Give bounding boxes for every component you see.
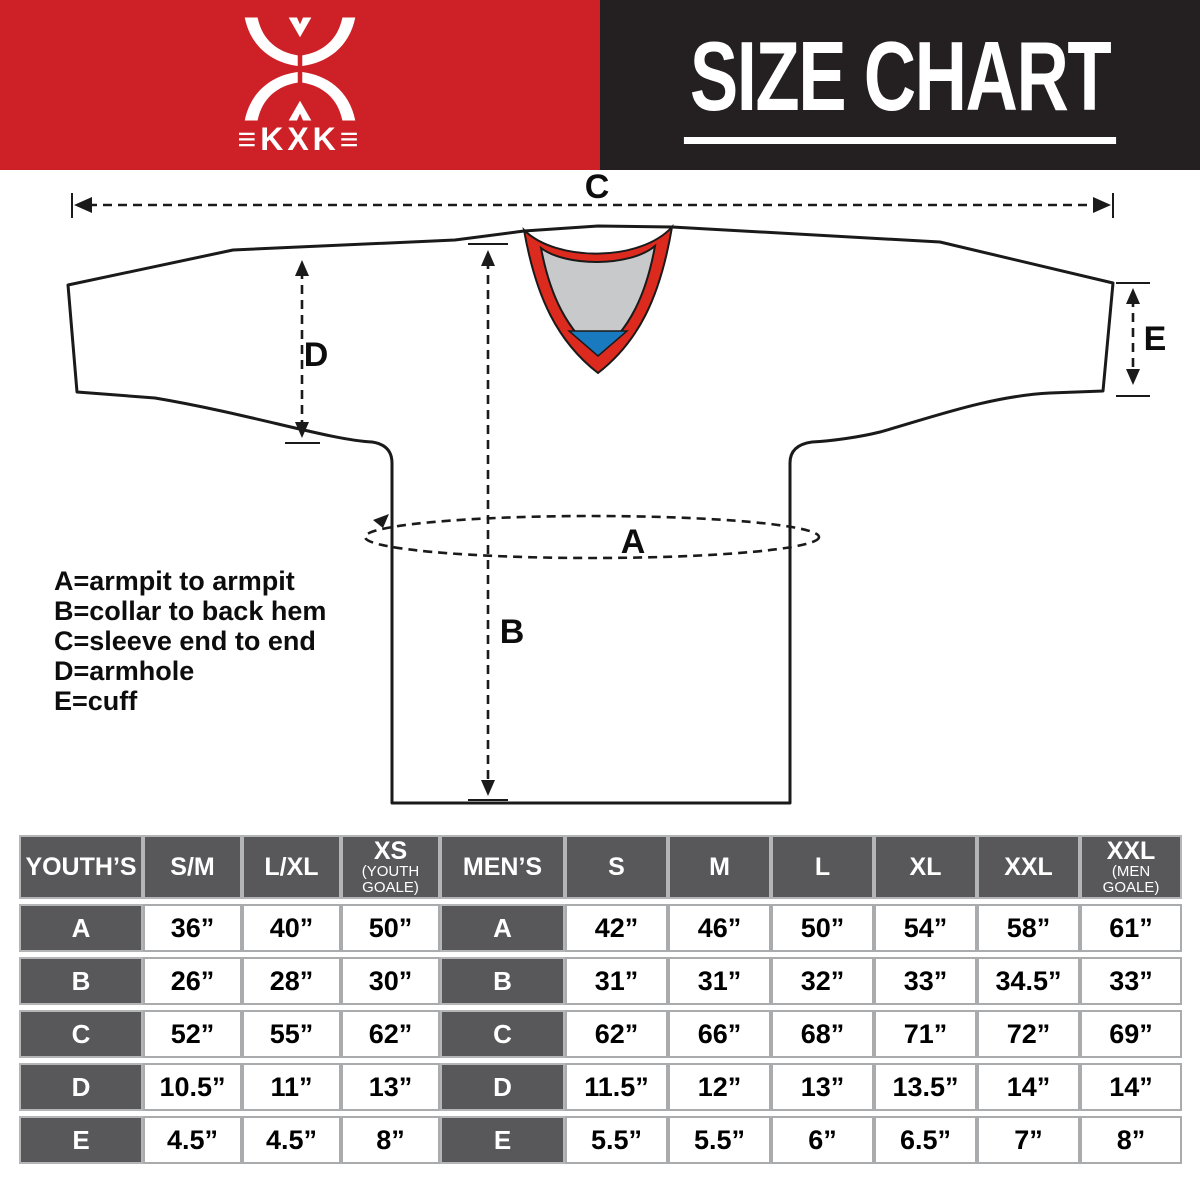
row-label: B xyxy=(19,957,143,1005)
size-value: 31” xyxy=(565,957,668,1005)
size-value: 33” xyxy=(1080,957,1182,1005)
size-value: 50” xyxy=(341,904,440,952)
row-label: A xyxy=(440,904,565,952)
size-value: 5.5” xyxy=(565,1116,668,1164)
measurement-legend: A=armpit to armpit B=collar to back hem … xyxy=(54,566,326,716)
size-value: 7” xyxy=(977,1116,1080,1164)
size-value: 42” xyxy=(565,904,668,952)
legend-line-a: A=armpit to armpit xyxy=(54,566,295,596)
size-value: 46” xyxy=(668,904,771,952)
size-value: 30” xyxy=(341,957,440,1005)
size-note: (YOUTH GOALE) xyxy=(361,862,420,896)
size-value: 62” xyxy=(565,1010,668,1058)
dim-label-b: B xyxy=(500,613,525,651)
size-value: 6.5” xyxy=(874,1116,977,1164)
row-label: D xyxy=(19,1063,143,1111)
youth-col-header: L/XL xyxy=(242,835,341,899)
size-value: 71” xyxy=(874,1010,977,1058)
size-value: 26” xyxy=(143,957,242,1005)
row-label: B xyxy=(440,957,565,1005)
page-title: SIZE CHART xyxy=(683,27,1117,144)
row-label: C xyxy=(19,1010,143,1058)
table-row: C 52” 55” 62” C 62” 66” 68” 71” 72” 69” xyxy=(19,1010,1182,1058)
row-label: E xyxy=(440,1116,565,1164)
size-value: 5.5” xyxy=(668,1116,771,1164)
kxk-logo-icon xyxy=(244,17,356,121)
size-value: 13” xyxy=(341,1063,440,1111)
size-value: 69” xyxy=(1080,1010,1182,1058)
size-value: 8” xyxy=(1080,1116,1182,1164)
row-label: E xyxy=(19,1116,143,1164)
size-value: 32” xyxy=(771,957,874,1005)
size-value: 4.5” xyxy=(143,1116,242,1164)
row-label: C xyxy=(440,1010,565,1058)
table-row: E 4.5” 4.5” 8” E 5.5” 5.5” 6” 6.5” 7” 8” xyxy=(19,1116,1182,1164)
legend-line-b: B=collar to back hem xyxy=(54,596,327,626)
collar-inner xyxy=(539,243,657,357)
men-group-header: MEN’S xyxy=(440,835,565,899)
size-value: 72” xyxy=(977,1010,1080,1058)
collar-insert xyxy=(566,330,630,357)
size-value: 8” xyxy=(341,1116,440,1164)
row-label: D xyxy=(440,1063,565,1111)
size-value: 58” xyxy=(977,904,1080,952)
size-table: YOUTH’S S/M L/XL XS (YOUTH GOALE) MEN’S … xyxy=(19,830,1182,1169)
size-note: (MEN GOALE) xyxy=(1102,862,1160,896)
size-value: 55” xyxy=(242,1010,341,1058)
table-row: D 10.5” 11” 13” D 11.5” 12” 13” 13.5” 14… xyxy=(19,1063,1182,1111)
size-value: 68” xyxy=(771,1010,874,1058)
size-value: 4.5” xyxy=(242,1116,341,1164)
men-col-header: XL xyxy=(874,835,977,899)
men-col-header: XXL (MEN GOALE) xyxy=(1080,835,1182,899)
table-row: A 36” 40” 50” A 42” 46” 50” 54” 58” 61” xyxy=(19,904,1182,952)
size-value: 13.5” xyxy=(874,1063,977,1111)
youth-col-header: XS (YOUTH GOALE) xyxy=(341,835,440,899)
table-row: B 26” 28” 30” B 31” 31” 32” 33” 34.5” 33… xyxy=(19,957,1182,1005)
men-col-header: XXL xyxy=(977,835,1080,899)
dim-label-a: A xyxy=(621,523,646,561)
size-value: 11.5” xyxy=(565,1063,668,1111)
legend-line-c: C=sleeve end to end xyxy=(54,626,316,656)
size-value: 66” xyxy=(668,1010,771,1058)
youth-col-header: S/M xyxy=(143,835,242,899)
size-value: 14” xyxy=(977,1063,1080,1111)
size-value: 6” xyxy=(771,1116,874,1164)
size-value: 11” xyxy=(242,1063,341,1111)
legend-line-d: D=armhole xyxy=(54,656,195,686)
kxk-logo-text: ≡KXK≡ xyxy=(237,121,363,157)
size-value: 54” xyxy=(874,904,977,952)
men-col-header: M xyxy=(668,835,771,899)
dim-label-d: D xyxy=(304,336,329,374)
size-value: 34.5” xyxy=(977,957,1080,1005)
size-value: 36” xyxy=(143,904,242,952)
size-value: 50” xyxy=(771,904,874,952)
men-col-header: L xyxy=(771,835,874,899)
size-value: 28” xyxy=(242,957,341,1005)
row-label: A xyxy=(19,904,143,952)
size-value: 14” xyxy=(1080,1063,1182,1111)
size-value: 52” xyxy=(143,1010,242,1058)
jersey-outline xyxy=(66,224,1115,805)
title-banner: SIZE CHART xyxy=(600,0,1200,170)
table-header-row: YOUTH’S S/M L/XL XS (YOUTH GOALE) MEN’S … xyxy=(19,835,1182,899)
size-value: 10.5” xyxy=(143,1063,242,1111)
size-label: XXL xyxy=(1106,836,1156,865)
youth-group-header: YOUTH’S xyxy=(19,835,143,899)
size-value: 40” xyxy=(242,904,341,952)
size-label: XS xyxy=(373,836,408,865)
size-value: 31” xyxy=(668,957,771,1005)
jersey-diagram: C D B A E xyxy=(66,170,1167,805)
size-value: 61” xyxy=(1080,904,1182,952)
dim-label-c: C xyxy=(585,170,610,206)
legend-line-e: E=cuff xyxy=(54,686,138,716)
size-value: 33” xyxy=(874,957,977,1005)
size-value: 62” xyxy=(341,1010,440,1058)
size-value: 13” xyxy=(771,1063,874,1111)
size-value: 12” xyxy=(668,1063,771,1111)
men-col-header: S xyxy=(565,835,668,899)
dim-label-e: E xyxy=(1144,320,1167,358)
brand-banner: ≡KXK≡ xyxy=(0,0,600,170)
